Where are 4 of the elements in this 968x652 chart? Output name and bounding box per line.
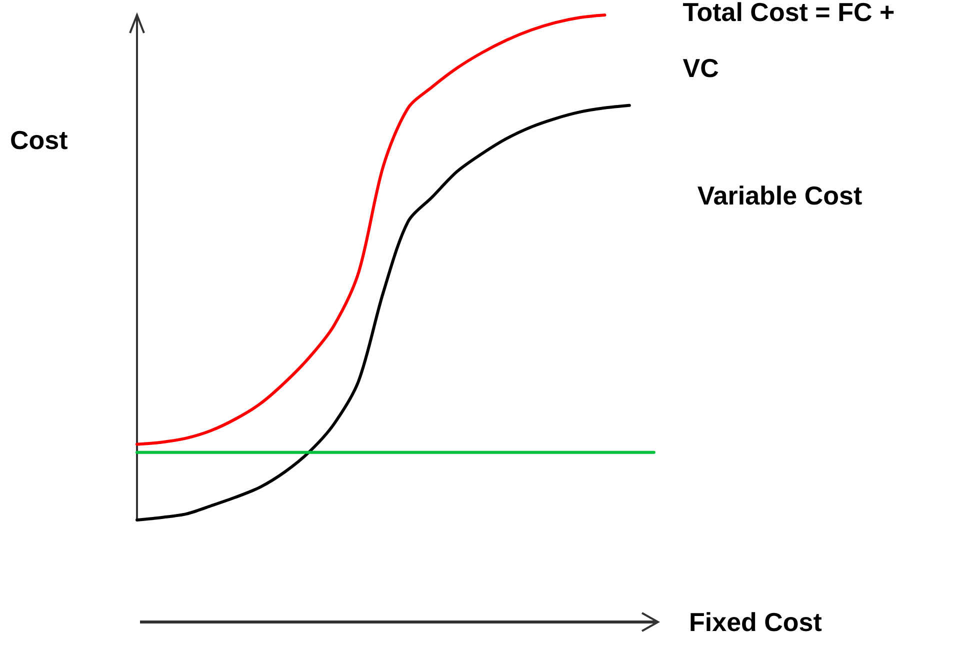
text: Variable Cost: [697, 180, 862, 210]
x-axis-title: Fixed Cost: [689, 607, 822, 637]
text: Total Cost = FC + VC: [682, 0, 902, 83]
y-axis-title: Cost: [10, 125, 68, 155]
